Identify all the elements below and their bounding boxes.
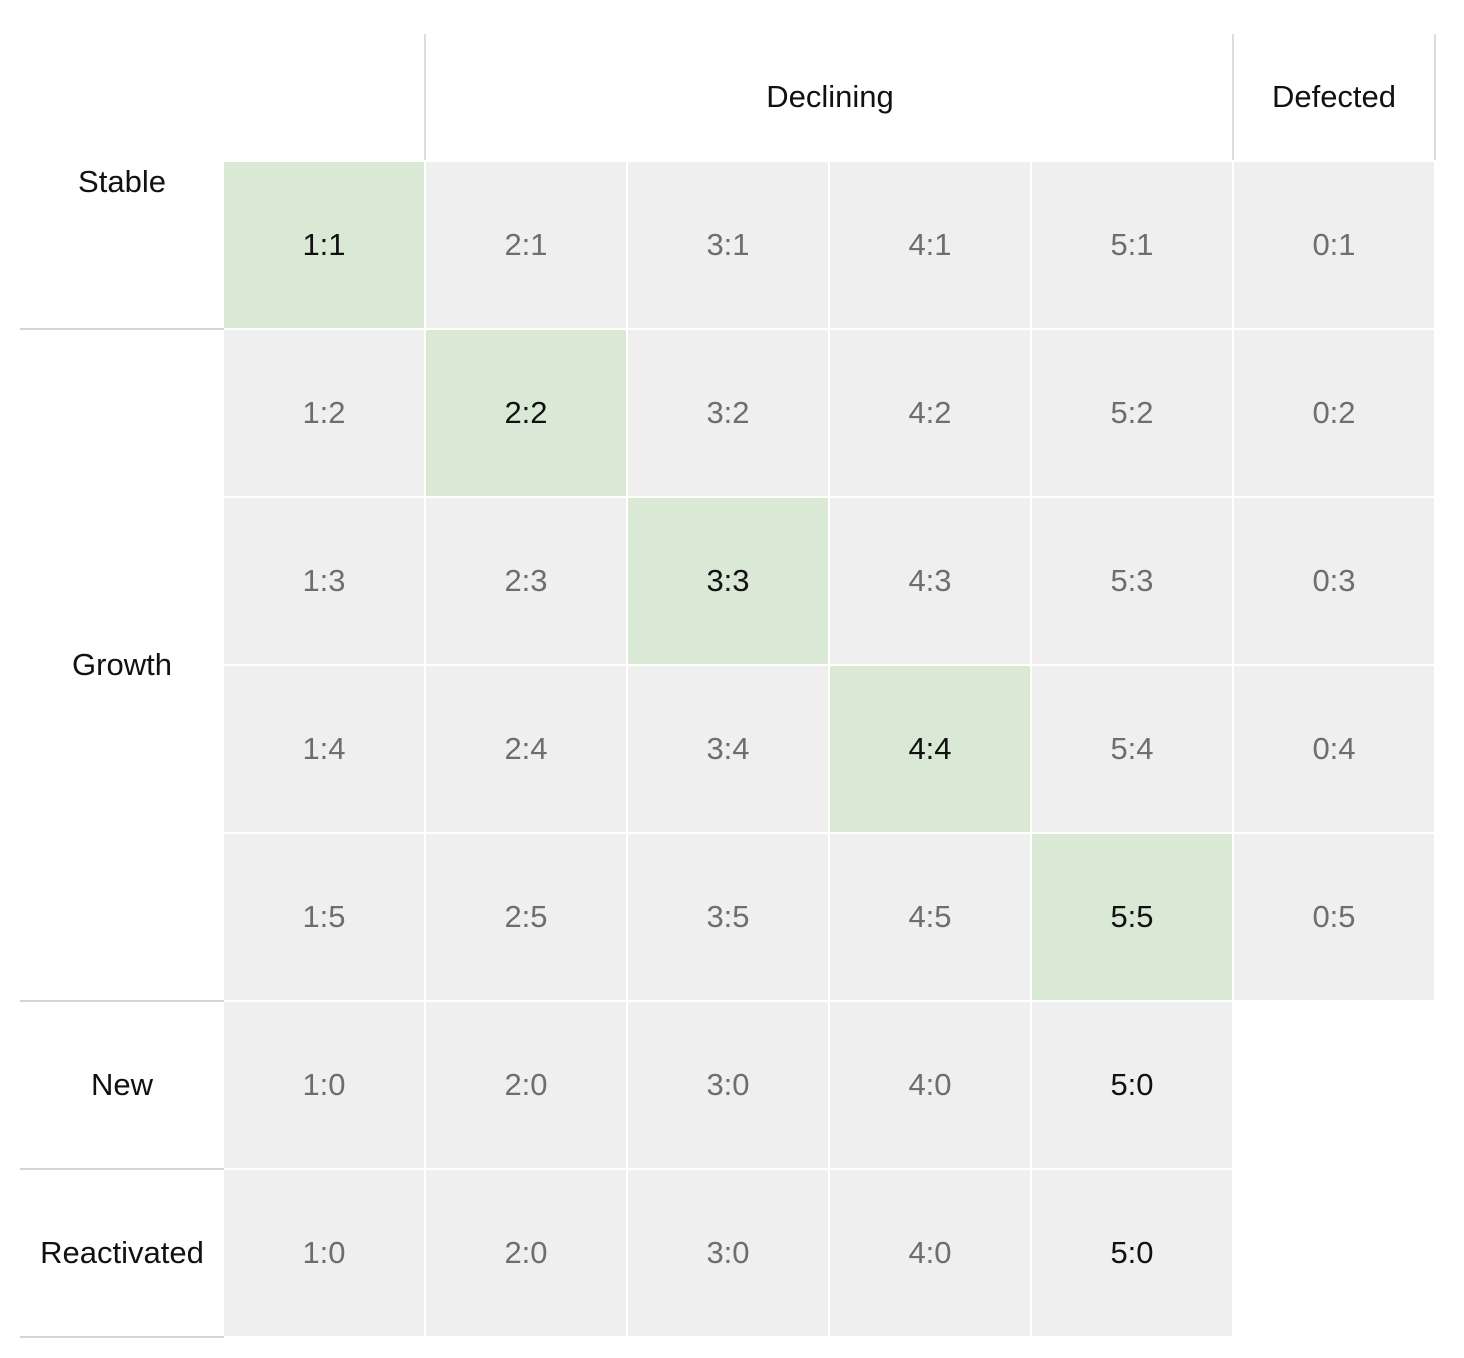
matrix-cell: 1:2 bbox=[224, 330, 424, 496]
matrix-cell: 5:1 bbox=[1032, 162, 1232, 328]
matrix-cell: 3:4 bbox=[628, 666, 828, 832]
matrix-cell: 4:1 bbox=[830, 162, 1030, 328]
matrix-cell: 2:4 bbox=[426, 666, 626, 832]
matrix-cell: 5:0 bbox=[1032, 1002, 1232, 1168]
matrix-cell: 2:3 bbox=[426, 498, 626, 664]
matrix-cell: 5:3 bbox=[1032, 498, 1232, 664]
matrix-cell: 0:5 bbox=[1234, 834, 1434, 1000]
matrix-cell: 4:2 bbox=[830, 330, 1030, 496]
matrix-cell: 0:2 bbox=[1234, 330, 1434, 496]
matrix-cell: 2:0 bbox=[426, 1170, 626, 1336]
matrix-cell: 5:0 bbox=[1032, 1170, 1232, 1336]
matrix-cell: 0:1 bbox=[1234, 162, 1434, 328]
matrix-cell: 4:0 bbox=[830, 1002, 1030, 1168]
matrix-cell: 4:5 bbox=[830, 834, 1030, 1000]
matrix-cell: 4:0 bbox=[830, 1170, 1030, 1336]
matrix-cell: 3:2 bbox=[628, 330, 828, 496]
matrix-cell: 1:4 bbox=[224, 666, 424, 832]
row-label-growth: Growth bbox=[20, 330, 224, 1002]
row-label-stable: Stable bbox=[20, 160, 224, 330]
matrix-cell: 3:3 bbox=[628, 498, 828, 664]
matrix-cell: 1:0 bbox=[224, 1170, 424, 1336]
matrix-cell: 1:3 bbox=[224, 498, 424, 664]
matrix-cell: 5:2 bbox=[1032, 330, 1232, 496]
matrix-cell: 3:0 bbox=[628, 1170, 828, 1336]
matrix-cell: 3:5 bbox=[628, 834, 828, 1000]
matrix-cell: 0:3 bbox=[1234, 498, 1434, 664]
matrix-cell: 2:1 bbox=[426, 162, 626, 328]
matrix-cell: 2:0 bbox=[426, 1002, 626, 1168]
matrix-cell: 2:2 bbox=[426, 330, 626, 496]
matrix-cell: 1:1 bbox=[224, 162, 424, 328]
matrix-cell: 2:5 bbox=[426, 834, 626, 1000]
row-label-new: New bbox=[20, 1002, 224, 1170]
matrix-cell: 4:3 bbox=[830, 498, 1030, 664]
matrix-cell: 0:4 bbox=[1234, 666, 1434, 832]
matrix-cell: 3:0 bbox=[628, 1002, 828, 1168]
column-header-declining: Declining bbox=[424, 34, 1234, 160]
column-header-defected: Defected bbox=[1232, 34, 1436, 160]
row-label-reactivated: Reactivated bbox=[20, 1170, 224, 1338]
matrix-cell: 3:1 bbox=[628, 162, 828, 328]
matrix-cell: 4:4 bbox=[830, 666, 1030, 832]
matrix-cell: 5:4 bbox=[1032, 666, 1232, 832]
matrix-cell: 5:5 bbox=[1032, 834, 1232, 1000]
matrix-cell: 1:0 bbox=[224, 1002, 424, 1168]
matrix-cell: 1:5 bbox=[224, 834, 424, 1000]
